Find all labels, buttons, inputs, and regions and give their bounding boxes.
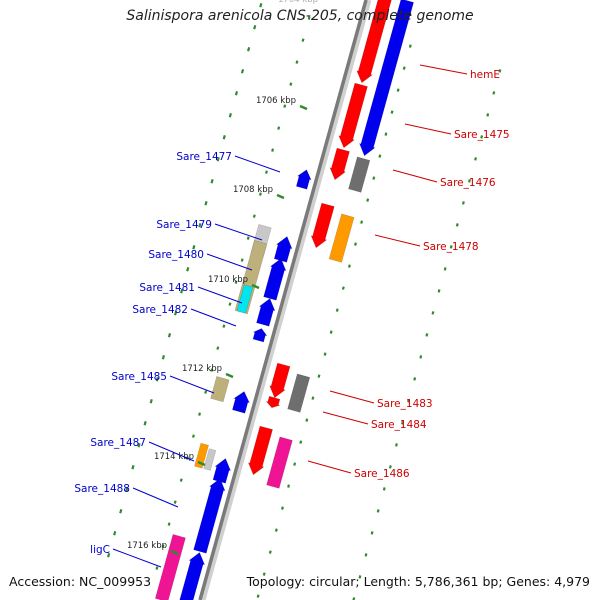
gene-label-left[interactable]: Sare_1481 bbox=[139, 282, 195, 294]
scale-label: 1716 kbp bbox=[127, 541, 167, 551]
gene-label-left[interactable]: Sare_1487 bbox=[90, 437, 146, 449]
gene-label-left[interactable]: Sare_1482 bbox=[132, 304, 188, 316]
gene-sare-1486[interactable] bbox=[266, 436, 293, 489]
gene-labels: hemE Sare_1475 Sare_1476 Sare_1478 Sare_1483… bbox=[74, 64, 510, 568]
scale-dotted-line bbox=[155, 16, 311, 570]
scale-tick bbox=[251, 283, 260, 290]
scale-label-partial: 1704 kbp bbox=[278, 0, 318, 5]
scale-dotted-line bbox=[107, 3, 263, 558]
gene-label-right[interactable]: Sare_1484 bbox=[371, 419, 427, 431]
gene-sare-1479-b[interactable] bbox=[273, 236, 293, 263]
gene-sare-1482[interactable] bbox=[256, 298, 276, 327]
gene-label-left[interactable]: Sare_1477 bbox=[176, 151, 232, 163]
leader-line bbox=[206, 253, 253, 271]
genome-backbone-shadow bbox=[200, 0, 372, 600]
accession-text: Accession: NC_009953 bbox=[9, 574, 152, 589]
genome-backbone bbox=[198, 0, 368, 600]
gene-label-left[interactable]: Sare_1485 bbox=[111, 371, 167, 383]
gene-sare-1480-b[interactable] bbox=[263, 258, 287, 301]
gene-sare-1475-b[interactable] bbox=[338, 82, 368, 149]
gene-sare-1476[interactable] bbox=[348, 156, 371, 193]
gene-sare-1476-a[interactable] bbox=[329, 147, 350, 181]
leader-line bbox=[307, 460, 352, 474]
gene-sare-1477[interactable] bbox=[295, 169, 312, 190]
gene-ligC-b[interactable] bbox=[178, 552, 206, 600]
leader-line bbox=[374, 234, 421, 247]
scale-labels: 1706 kbp 1708 kbp 1710 kbp 1712 kbp 1714 kbp… bbox=[127, 0, 318, 556]
gene-sare-1485[interactable] bbox=[210, 376, 230, 403]
gene-sare-1475[interactable] bbox=[358, 0, 414, 157]
gene-label-right[interactable]: hemE bbox=[470, 69, 500, 81]
leader-line bbox=[148, 441, 195, 462]
leader-line bbox=[234, 155, 281, 173]
gene-sare-1487-b[interactable] bbox=[203, 448, 217, 471]
genome-summary-text: Topology: circular; Length: 5,786,361 bp… bbox=[246, 574, 590, 589]
scale-label: 1710 kbp bbox=[208, 275, 248, 285]
gene-hemE[interactable] bbox=[356, 0, 393, 84]
scale-tick bbox=[170, 549, 179, 556]
scale-tick bbox=[276, 193, 285, 200]
gene-label-left[interactable]: Sare_1479 bbox=[156, 219, 212, 231]
gene-label-left[interactable]: Sare_1488 bbox=[74, 483, 130, 495]
leader-line bbox=[190, 308, 237, 327]
scale-label: 1714 kbp bbox=[154, 452, 194, 462]
gene-sare-1487[interactable] bbox=[194, 442, 209, 469]
leader-line bbox=[112, 548, 162, 568]
gene-sare-1487-c[interactable] bbox=[212, 458, 232, 484]
gene-sare-1483[interactable] bbox=[287, 373, 311, 413]
gene-sare-1486-a[interactable] bbox=[247, 425, 273, 476]
scale-label: 1708 kbp bbox=[233, 185, 273, 195]
gene-label-left[interactable]: Sare_1480 bbox=[148, 249, 204, 261]
gene-label-right[interactable]: Sare_1486 bbox=[354, 468, 410, 480]
scale-tick bbox=[299, 104, 308, 111]
leader-line bbox=[404, 123, 452, 135]
gene-label-right[interactable]: Sare_1476 bbox=[440, 177, 496, 189]
gene-sare-1482-b[interactable] bbox=[252, 328, 268, 343]
scale-dotted-lines bbox=[107, 3, 502, 600]
gene-sare-1478[interactable] bbox=[328, 213, 355, 263]
gene-features bbox=[154, 0, 414, 600]
scale-dotted-line bbox=[256, 44, 412, 598]
map-title: Salinispora arenicola CNS-205, complete … bbox=[126, 8, 474, 24]
scale-tick bbox=[197, 460, 206, 467]
gene-sare-1483-a[interactable] bbox=[269, 362, 291, 399]
leader-line bbox=[322, 411, 369, 425]
gene-sare-1484[interactable] bbox=[265, 395, 281, 409]
leader-line bbox=[197, 286, 243, 304]
gene-label-right[interactable]: Sare_1478 bbox=[423, 241, 479, 253]
gene-label-right[interactable]: Sare_1475 bbox=[454, 129, 510, 141]
gene-sare-1485-b[interactable] bbox=[232, 391, 250, 414]
gene-sare-1478-a[interactable] bbox=[310, 202, 335, 249]
leader-line bbox=[392, 169, 438, 183]
scale-label: 1712 kbp bbox=[182, 364, 222, 374]
leader-line bbox=[169, 375, 215, 394]
leader-line bbox=[214, 223, 263, 241]
scale-tick bbox=[225, 372, 234, 379]
gene-ligC[interactable] bbox=[154, 534, 186, 600]
leader-line bbox=[419, 64, 468, 75]
gene-sare-1488[interactable] bbox=[193, 478, 226, 554]
gene-label-right[interactable]: Sare_1483 bbox=[377, 398, 433, 410]
leader-line bbox=[329, 390, 375, 404]
leader-line bbox=[132, 487, 179, 508]
gene-label-left[interactable]: ligC bbox=[90, 544, 110, 556]
scale-label: 1706 kbp bbox=[256, 96, 296, 106]
